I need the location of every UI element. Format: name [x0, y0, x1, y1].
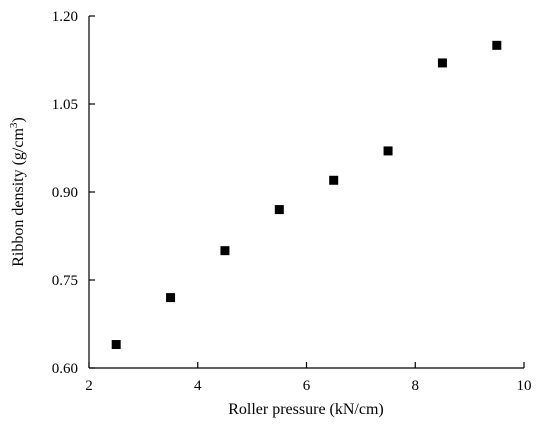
x-tick-label: 6: [303, 378, 311, 394]
y-ticks: 0.60 0.75 0.90 1.05 1.20: [52, 9, 95, 377]
y-axis-label-main: Ribbon density (g/cm: [10, 128, 27, 267]
data-point: [274, 205, 284, 215]
y-axis-label-end: ): [10, 117, 27, 122]
data-point: [437, 58, 447, 68]
y-tick-label: 0.60: [52, 361, 78, 377]
x-tick-label: 8: [412, 378, 420, 394]
y-tick-label: 1.20: [52, 9, 78, 25]
data-point: [329, 175, 339, 185]
y-tick-label: 1.05: [52, 97, 78, 113]
data-point: [492, 40, 502, 50]
y-tick-label: 0.75: [52, 273, 78, 289]
x-tick-label: 10: [517, 378, 532, 394]
data-point: [111, 340, 121, 350]
data-point: [166, 293, 176, 303]
x-tick-label: 4: [194, 378, 202, 394]
data-points: [111, 40, 502, 350]
data-point: [383, 146, 393, 156]
x-axis-label: Roller pressure (kN/cm): [228, 401, 384, 418]
data-point: [220, 246, 230, 256]
axes: [88, 16, 524, 369]
y-axis-label-superscript: 3: [8, 122, 20, 128]
y-tick-label: 0.90: [52, 185, 78, 201]
x-tick-label: 2: [85, 378, 93, 394]
x-ticks: 2 4 6 8 10: [85, 362, 532, 394]
y-axis-label: Ribbon density (g/cm3): [8, 117, 27, 266]
